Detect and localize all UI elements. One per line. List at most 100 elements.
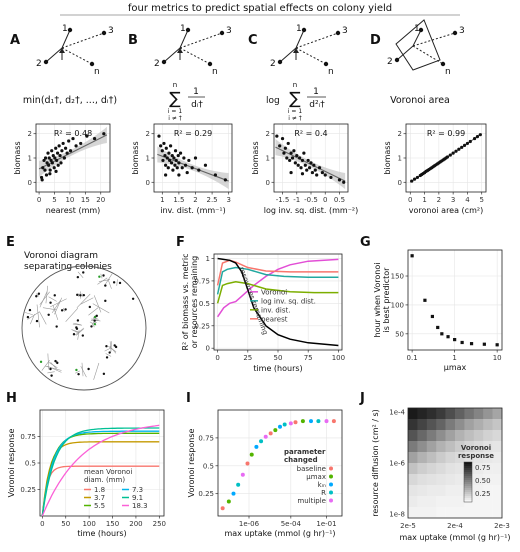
data-point — [337, 178, 342, 182]
panel-letter-j: J — [359, 391, 365, 406]
legend-label: 9.1 — [132, 494, 143, 502]
heatmap-cell — [492, 441, 503, 453]
x-tick-label: 1 — [422, 196, 426, 204]
data-point — [440, 332, 444, 336]
legend-color-step — [464, 462, 472, 465]
heatmap-cell — [445, 463, 456, 475]
chart-g: 0.1 1 10 50 100 150 μmax hour when Voronoi is be… — [373, 249, 503, 372]
heatmap-cell — [426, 507, 437, 519]
heatmap-cell — [455, 474, 465, 486]
legend-label: multiple — [297, 497, 326, 505]
data-point — [316, 419, 321, 424]
plot-frame — [273, 123, 349, 193]
data-point — [60, 149, 64, 153]
colony-point — [104, 284, 107, 287]
svg-text:n: n — [293, 81, 297, 89]
panel-letter-b: B — [128, 33, 138, 48]
y-tick-label: 1 — [28, 155, 32, 163]
data-point — [62, 156, 66, 160]
colony-point — [72, 333, 76, 336]
heatmap-cell — [455, 419, 465, 431]
data-point — [482, 342, 486, 346]
data-point — [457, 147, 461, 151]
plot-frame — [39, 409, 165, 517]
voronoi-edge — [55, 360, 58, 364]
data-point — [289, 151, 293, 155]
data-point — [448, 153, 452, 157]
legend-color-step — [464, 480, 472, 483]
legend-color-step — [464, 472, 472, 475]
x-tick-label: 25 — [243, 354, 252, 362]
voronoi-edge — [91, 323, 95, 328]
panel-letter-f: F — [176, 235, 185, 250]
data-point — [323, 173, 327, 177]
plot-frame — [407, 249, 503, 351]
y-axis-label: biomass — [251, 141, 260, 174]
heatmap-cell — [408, 441, 418, 453]
x-tick-label: 0.5 — [334, 196, 345, 204]
colony-point — [76, 293, 79, 297]
schematic-a: 1 2 3 n min(d₁†, d₂†, ..., dᵢ†) — [23, 24, 117, 106]
data-point — [436, 325, 440, 330]
colony-point — [102, 372, 106, 376]
voronoi-edge — [105, 353, 112, 357]
svg-text:3: 3 — [459, 26, 465, 36]
heatmap-cell — [417, 485, 428, 497]
data-point — [307, 166, 312, 170]
r-squared-annotation: R² = 0.48 — [54, 129, 92, 138]
legend-color-step — [464, 478, 472, 481]
y-tick-label: 2 — [398, 130, 402, 138]
x-tick-label: 0 — [215, 354, 219, 362]
voronoi-edge — [63, 307, 65, 312]
legend-label: 3.7 — [94, 494, 105, 502]
data-point — [263, 434, 268, 439]
x-tick-label: 1.5 — [173, 196, 184, 204]
data-point — [315, 173, 319, 177]
y-tick-label: 0 — [398, 179, 402, 187]
heatmap-cell — [417, 496, 428, 508]
legend-swatch — [329, 498, 333, 503]
panel-letter-c: C — [248, 33, 258, 48]
data-point — [160, 149, 164, 153]
heatmap-cell — [408, 408, 418, 420]
data-point — [163, 153, 167, 158]
sum-bottom2-b: i ≠ † — [168, 115, 182, 122]
legend-color-step — [464, 486, 472, 489]
colony-point — [95, 314, 98, 318]
heatmap-cell — [483, 474, 493, 486]
heatmap-cell — [436, 485, 446, 497]
data-point — [54, 146, 58, 150]
voronoi-diagram: Voronoi diagram separating colonies — [21, 251, 147, 391]
x-axis-label: log inv. sq. dist. (mm⁻²) — [264, 206, 359, 215]
heatmap-cell — [408, 496, 418, 508]
x-axis-label: max uptake (mmol (g hr)⁻¹) — [399, 533, 510, 542]
heatmap-cell — [473, 463, 484, 475]
heatmap-cell — [445, 408, 456, 420]
legend-color-step — [464, 484, 472, 487]
heatmap-cell — [483, 485, 493, 497]
heatmap-cell — [492, 430, 503, 442]
heatmap-cell — [473, 452, 484, 464]
data-point — [453, 337, 457, 342]
legend-title-1: Voronoi — [461, 444, 491, 452]
voronoi-edge — [45, 365, 62, 371]
heatmap-cell — [417, 441, 428, 453]
voronoi-edge — [97, 277, 108, 285]
voronoi-edge — [36, 293, 40, 297]
data-point — [342, 180, 346, 184]
y-tick-label: 2 — [146, 130, 150, 138]
data-point — [58, 153, 62, 158]
data-point — [290, 156, 295, 160]
heatmap-cell — [473, 408, 484, 420]
voronoi-edge — [77, 329, 80, 340]
colony-point — [93, 319, 96, 322]
data-point — [44, 173, 49, 177]
data-point — [495, 343, 499, 347]
y-axis-label-1: hour when Voronoi — [373, 263, 382, 338]
data-point — [468, 139, 472, 144]
x-tick-label: 5 — [479, 196, 483, 204]
legend-title-1: mean Voronoi — [84, 468, 132, 476]
